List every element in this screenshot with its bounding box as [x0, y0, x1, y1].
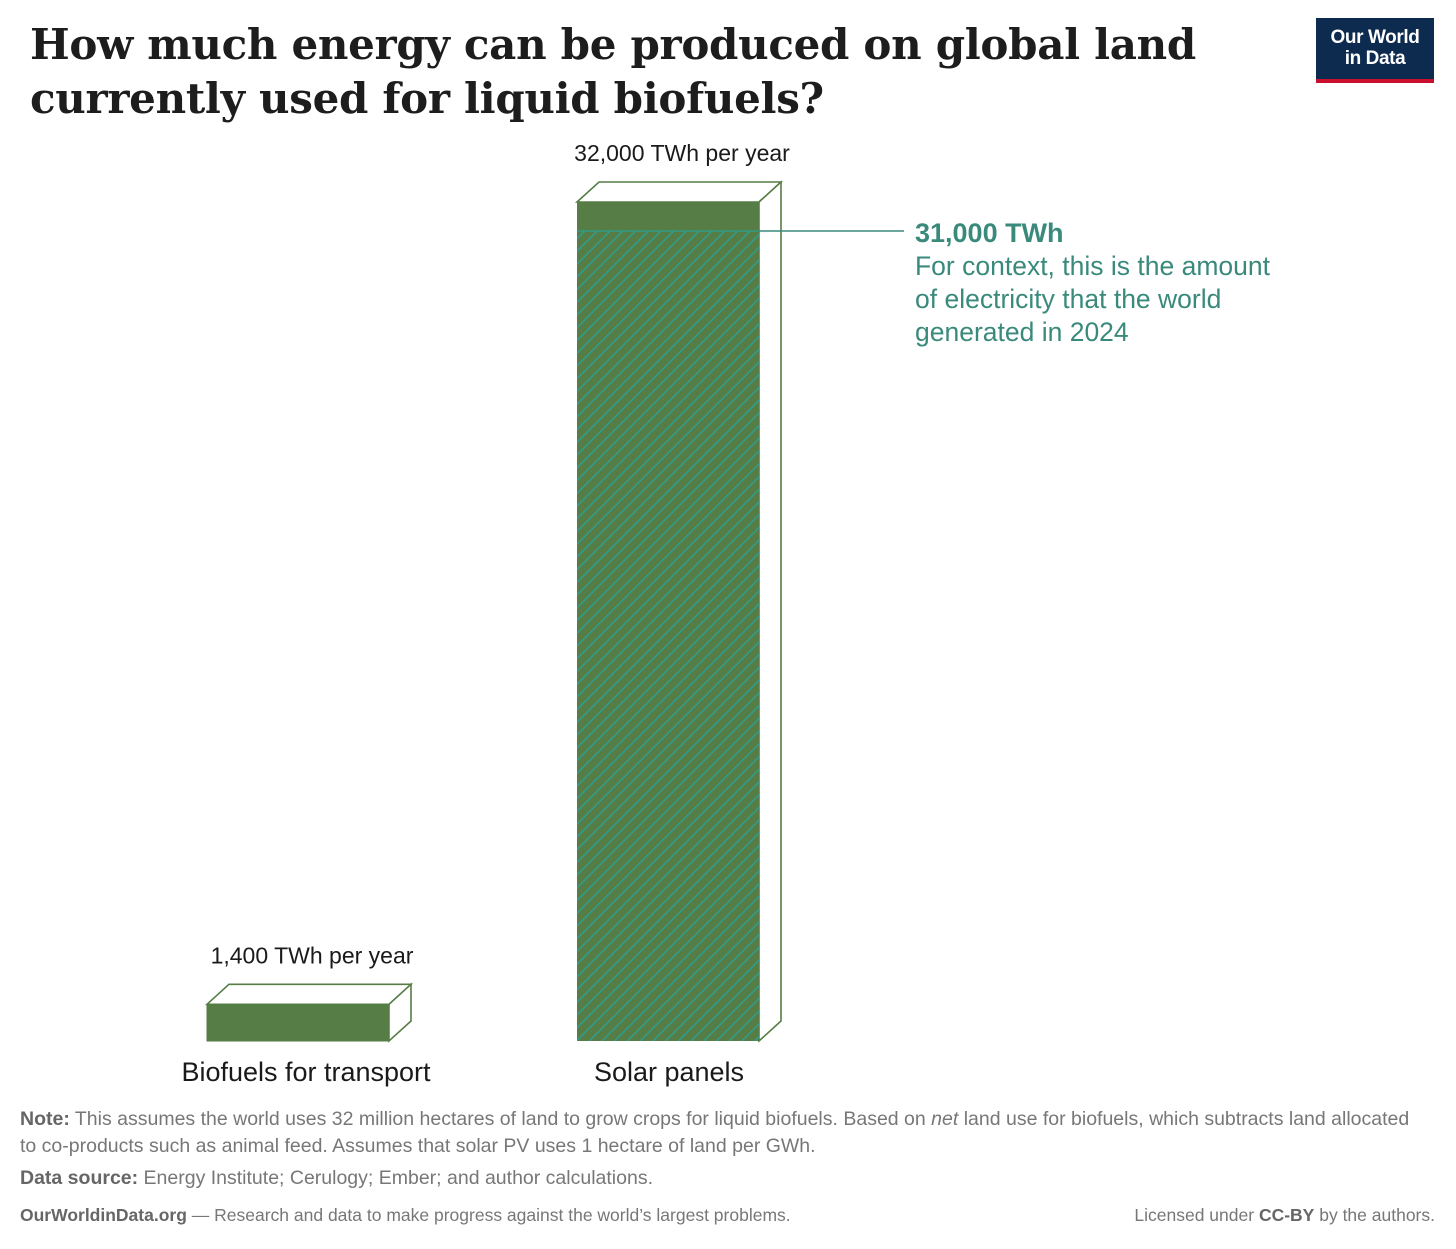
- bar-chart: 1,400 TWh per year Biofuels for transport…: [181, 140, 1271, 1087]
- license-suffix: by the authors.: [1314, 1205, 1435, 1225]
- bar-biofuels: [206, 1003, 390, 1042]
- footer-source: Data source: Energy Institute; Cerulogy;…: [20, 1167, 653, 1190]
- bar-side-face-solar: [758, 180, 782, 1043]
- bar-top-face-solar: [574, 181, 784, 203]
- annotation-line-3: generated in 2024: [915, 317, 1129, 347]
- bar-top-face-biofuels: [204, 983, 414, 1006]
- note-label: Note:: [20, 1108, 70, 1130]
- site-tagline: — Research and data to make progress aga…: [186, 1205, 791, 1225]
- source-text: Energy Institute; Cerulogy; Ember; and a…: [138, 1167, 653, 1189]
- footer-note: Note: This assumes the world uses 32 mil…: [20, 1106, 1420, 1160]
- license-link[interactable]: CC-BY: [1258, 1205, 1315, 1225]
- license-prefix: Licensed under: [1134, 1205, 1259, 1225]
- logo-line-2: in Data: [1344, 48, 1406, 69]
- category-label-biofuels: Biofuels for transport: [181, 1057, 431, 1087]
- value-label-biofuels: 1,400 TWh per year: [211, 942, 414, 968]
- annotation-line-2: of electricity that the world: [915, 284, 1221, 314]
- chart-title: How much energy can be produced on globa…: [30, 20, 1196, 123]
- footer-license: Licensed under CC-BY by the authors.: [1134, 1205, 1435, 1226]
- source-label: Data source:: [20, 1167, 139, 1189]
- note-text-2: land use for biofuels, which subtracts l…: [20, 1108, 1410, 1157]
- annotation-headline: 31,000 TWh: [915, 218, 1064, 248]
- owid-logo[interactable]: Our World in Data: [1316, 18, 1434, 83]
- logo-line-1: Our World: [1330, 27, 1420, 48]
- bar-solar-top: [577, 202, 759, 231]
- note-italic: net: [931, 1108, 959, 1130]
- note-text-1: This assumes the world uses 32 million h…: [69, 1108, 932, 1130]
- bar-solar-hatched: [577, 231, 759, 1041]
- category-label-solar: Solar panels: [594, 1057, 744, 1087]
- site-link[interactable]: OurWorldinData.org: [20, 1205, 187, 1225]
- annotation-line-1: For context, this is the amount: [915, 251, 1271, 281]
- value-label-solar: 32,000 TWh per year: [574, 140, 790, 166]
- footer-site: OurWorldinData.org — Research and data t…: [20, 1205, 791, 1226]
